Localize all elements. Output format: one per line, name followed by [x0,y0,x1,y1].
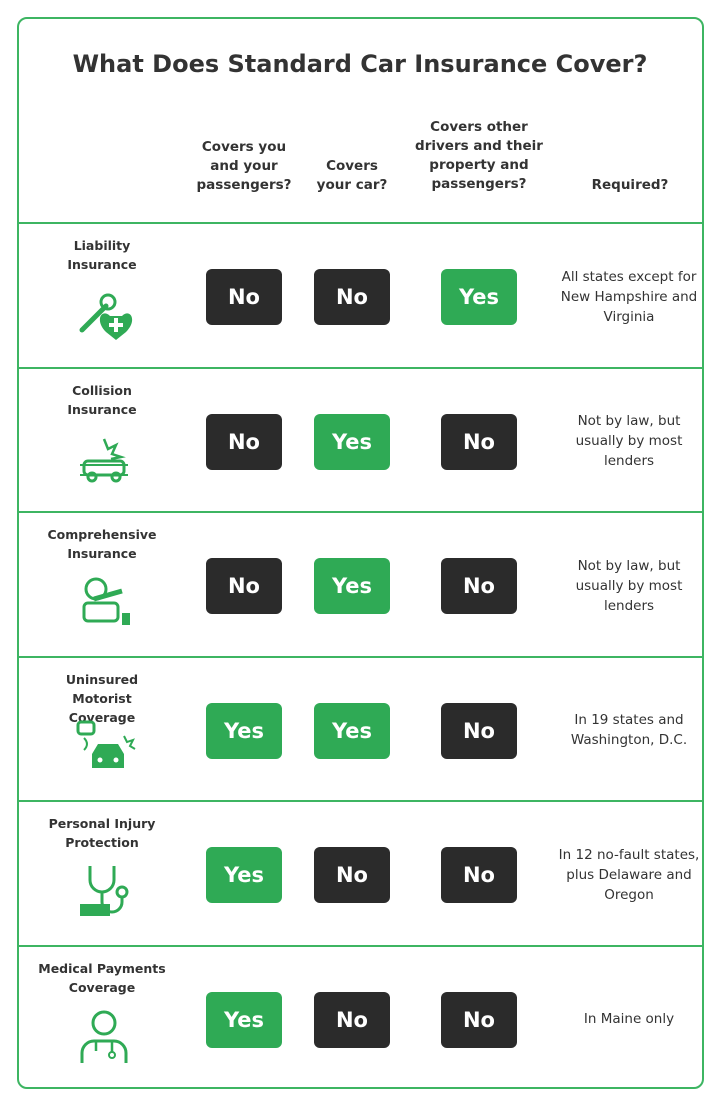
header-covers-others: Covers other drivers and their property … [415,119,543,192]
car-crash-icon [80,438,128,482]
wrench-heart-icon [79,293,133,340]
coverage-label: Comprehensive Insurance [47,527,157,561]
hit-and-run-icon [76,720,136,768]
table-row: Personal Injury Protection Yes No No In 12 … [17,800,704,945]
coverage-cell: Yes [314,702,390,759]
header-required: Required? [591,177,669,193]
tree-on-car-icon [82,577,130,625]
stethoscope-money-icon [80,866,129,916]
table-row: Uninsured Motorist Coverage Yes Yes No In 1… [17,655,704,801]
coverage-cell: No [314,991,390,1048]
coverage-cell: No [314,269,390,325]
coverage-cell: Yes [206,991,282,1048]
required-text: All states except for New Hampshire and … [560,268,698,325]
required-text: In Maine only [583,1011,675,1027]
header-covers-car: Covers your car? [316,158,388,193]
infographic-frame [17,17,704,1089]
coverage-cell: Yes [206,702,282,759]
coverage-cell: No [206,558,282,614]
required-text: In 12 no-fault states, plus Delaware and… [558,846,700,903]
coverage-cell: Yes [441,269,517,325]
coverage-label: Medical Payments Coverage [38,960,166,995]
doctor-icon [80,1010,128,1063]
coverage-cell: No [441,558,517,614]
coverage-cell: No [441,991,517,1048]
coverage-cell: Yes [314,558,390,614]
coverage-label: Liability Insurance [67,238,137,272]
coverage-cell: Yes [206,847,282,903]
coverage-cell: No [441,702,517,759]
coverage-cell: No [441,847,517,903]
header-covers-you: Covers you and your passengers? [196,139,292,193]
required-text: Not by law, but usually by most lenders [575,557,683,614]
required-text: In 19 states and Washington, D.C. [570,712,688,748]
coverage-label: Collision Insurance [67,382,137,417]
coverage-cell: No [206,269,282,325]
coverage-cell: No [314,847,390,903]
coverage-cell: No [206,413,282,470]
table-row: Comprehensive Insurance No Yes No Not by la… [17,511,704,656]
coverage-cell: No [441,413,517,470]
required-text: Not by law, but usually by most lenders [575,413,683,469]
table-row: Liability Insurance No No Yes All states ex… [17,222,704,367]
coverage-cell: Yes [314,413,390,470]
table-row: Collision Insurance No Yes No Not by law, b… [17,366,704,512]
coverage-label: Personal Injury Protection [48,816,156,850]
table-row: Medical Payments Coverage Yes No No In Main… [17,944,704,1090]
page-title: What Does Standard Car Insurance Cover? [72,50,648,78]
